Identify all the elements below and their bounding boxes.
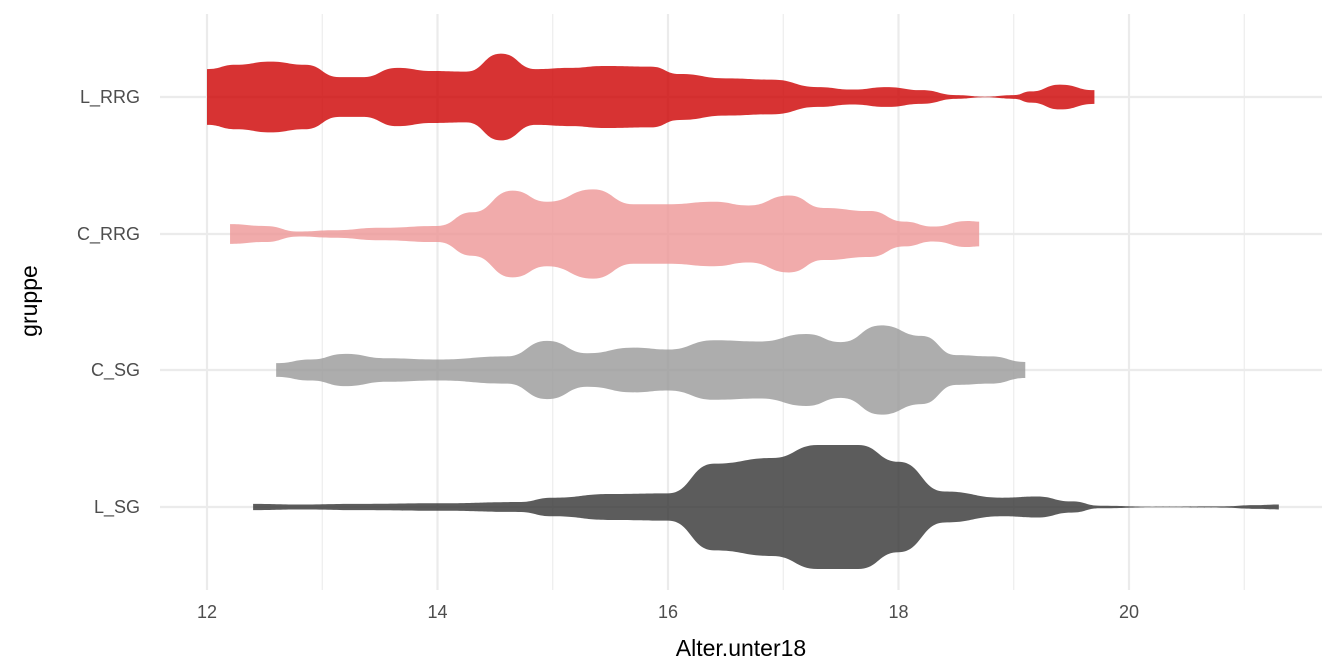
x-tick-label: 18: [888, 602, 908, 622]
y-tick-label: L_SG: [94, 497, 140, 518]
x-axis-ticks: 12 14 16 18 20: [197, 602, 1139, 622]
x-tick-label: 20: [1119, 602, 1139, 622]
violin-l-sg: [253, 445, 1279, 569]
y-tick-label: C_RRG: [77, 224, 140, 245]
x-tick-label: 14: [427, 602, 447, 622]
y-tick-label: C_SG: [91, 360, 140, 381]
violin-c-rrg: [230, 189, 980, 279]
x-axis-title: Alter.unter18: [676, 635, 806, 661]
y-tick-label: L_RRG: [80, 87, 140, 108]
x-tick-label: 12: [197, 602, 217, 622]
violins: [207, 53, 1279, 569]
violin-l-rrg: [207, 53, 1095, 141]
y-axis-title: gruppe: [16, 265, 42, 337]
violin-c-sg: [276, 325, 1026, 415]
x-tick-label: 16: [658, 602, 678, 622]
y-axis-ticks: L_SG C_SG C_RRG L_RRG: [77, 87, 140, 518]
